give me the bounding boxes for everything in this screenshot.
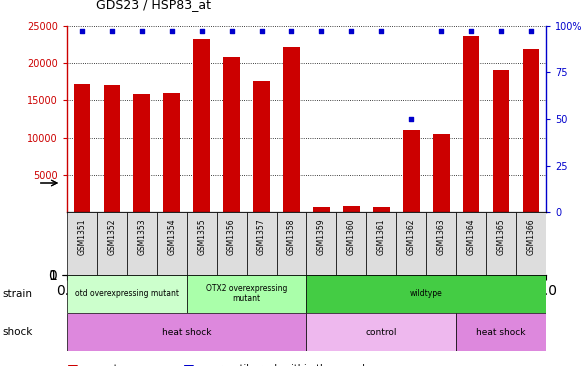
Text: GSM1362: GSM1362 xyxy=(407,219,416,255)
Bar xyxy=(426,212,456,274)
Bar xyxy=(313,207,329,212)
Point xyxy=(467,28,476,34)
Text: heat shock: heat shock xyxy=(162,328,211,337)
Text: control: control xyxy=(365,328,397,337)
Text: GSM1358: GSM1358 xyxy=(287,219,296,255)
Text: OTX2 overexpressing
mutant: OTX2 overexpressing mutant xyxy=(206,284,287,303)
Text: otd overexpressing mutant: otd overexpressing mutant xyxy=(75,289,179,298)
Text: GSM1366: GSM1366 xyxy=(526,219,536,255)
Point xyxy=(347,28,356,34)
Text: count: count xyxy=(90,364,118,366)
Text: wildtype: wildtype xyxy=(410,289,443,298)
Point xyxy=(167,28,176,34)
Bar xyxy=(246,212,277,274)
Bar xyxy=(456,313,546,351)
Text: GSM1364: GSM1364 xyxy=(467,219,476,255)
Bar xyxy=(134,94,150,212)
Text: ■: ■ xyxy=(183,362,195,366)
Bar xyxy=(74,84,90,212)
Bar xyxy=(456,212,486,274)
Bar xyxy=(127,212,157,274)
Bar xyxy=(67,313,307,351)
Point xyxy=(197,28,206,34)
Point xyxy=(407,116,416,122)
Bar xyxy=(253,81,270,212)
Point xyxy=(137,28,146,34)
Point xyxy=(227,28,236,34)
Bar xyxy=(403,130,419,212)
Bar xyxy=(307,313,456,351)
Bar xyxy=(217,212,246,274)
Text: shock: shock xyxy=(3,327,33,337)
Text: GSM1365: GSM1365 xyxy=(497,219,505,255)
Text: GSM1353: GSM1353 xyxy=(137,219,146,255)
Bar xyxy=(187,274,307,313)
Bar xyxy=(103,85,120,212)
Point xyxy=(287,28,296,34)
Bar xyxy=(367,212,396,274)
Bar xyxy=(307,274,546,313)
Bar xyxy=(163,93,180,212)
Bar xyxy=(277,212,307,274)
Bar xyxy=(67,274,187,313)
Text: GSM1354: GSM1354 xyxy=(167,219,176,255)
Bar xyxy=(396,212,426,274)
Text: GSM1359: GSM1359 xyxy=(317,219,326,255)
Bar xyxy=(493,70,510,212)
Text: GSM1352: GSM1352 xyxy=(107,219,116,255)
Point xyxy=(497,28,506,34)
Bar xyxy=(307,212,336,274)
Point xyxy=(526,28,536,34)
Text: percentile rank within the sample: percentile rank within the sample xyxy=(206,364,371,366)
Bar xyxy=(373,207,390,212)
Bar xyxy=(523,49,539,212)
Text: GSM1361: GSM1361 xyxy=(377,219,386,255)
Text: GSM1357: GSM1357 xyxy=(257,219,266,255)
Bar xyxy=(516,212,546,274)
Text: ■: ■ xyxy=(67,362,78,366)
Point xyxy=(107,28,116,34)
Text: GSM1356: GSM1356 xyxy=(227,219,236,255)
Bar xyxy=(157,212,187,274)
Text: heat shock: heat shock xyxy=(476,328,526,337)
Bar xyxy=(463,36,479,212)
Bar xyxy=(433,134,450,212)
Bar xyxy=(486,212,516,274)
Text: strain: strain xyxy=(3,289,33,299)
Point xyxy=(257,28,266,34)
Bar xyxy=(193,39,210,212)
Bar xyxy=(187,212,217,274)
Point xyxy=(77,28,87,34)
Text: GDS23 / HSP83_at: GDS23 / HSP83_at xyxy=(96,0,211,11)
Text: GSM1360: GSM1360 xyxy=(347,219,356,255)
Bar xyxy=(343,206,360,212)
Bar xyxy=(97,212,127,274)
Text: GSM1351: GSM1351 xyxy=(77,219,87,255)
Bar xyxy=(67,212,97,274)
Point xyxy=(376,28,386,34)
Bar xyxy=(284,47,300,212)
Point xyxy=(317,28,326,34)
Text: GSM1363: GSM1363 xyxy=(437,219,446,255)
Text: GSM1355: GSM1355 xyxy=(197,219,206,255)
Point xyxy=(437,28,446,34)
Bar xyxy=(223,57,240,212)
Bar xyxy=(336,212,367,274)
